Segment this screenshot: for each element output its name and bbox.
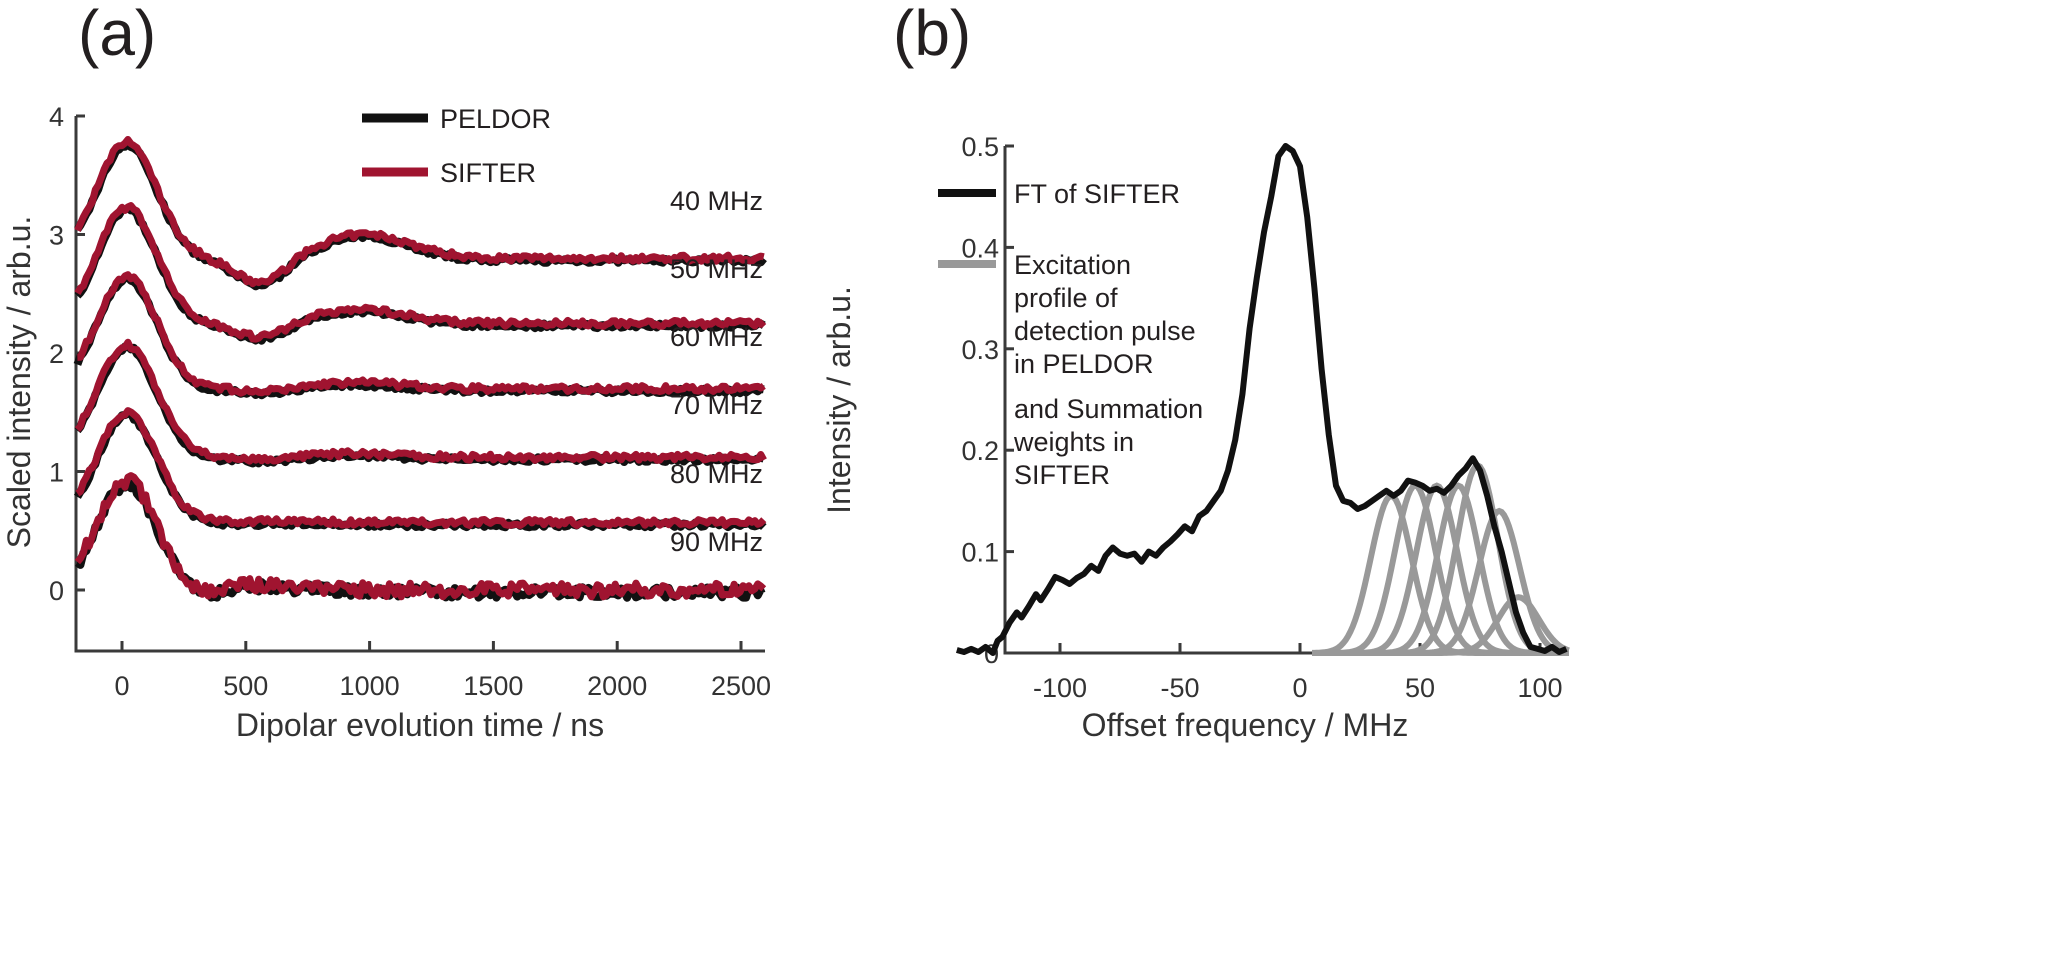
panel-a-xtick-label: 500 (223, 671, 268, 701)
panel-a-ytick-label: 2 (49, 339, 64, 369)
panel-b-xtick-label: 100 (1517, 673, 1562, 703)
trace-label: 50 MHz (670, 254, 763, 284)
legend-excitation-line: profile of (1014, 283, 1118, 313)
peldor-trace (74, 139, 767, 291)
panel-b-xtick-label: 50 (1405, 673, 1435, 703)
sifter-trace (74, 202, 767, 343)
panel-b-ft (955, 143, 1568, 656)
trace-label: 90 MHz (670, 527, 763, 557)
legend-excitation-line: detection pulse (1014, 316, 1196, 346)
trace-label: 60 MHz (670, 322, 763, 352)
sifter-trace (75, 407, 767, 529)
legend-summation-line: and Summation (1014, 394, 1203, 424)
panel-a-xtick-label: 0 (114, 671, 129, 701)
panel-b-ylabel: Intensity / arb.u. (821, 286, 857, 514)
legend-summation-line: SIFTER (1014, 460, 1110, 490)
legend-excitation-line: in PELDOR (1014, 349, 1154, 379)
ft-sifter-line (955, 143, 1568, 656)
panel-b-ytick-label: 0.2 (961, 436, 999, 466)
panel-b-ytick-label: 0.1 (961, 538, 999, 568)
panel-b-xtick-label: 0 (1292, 673, 1307, 703)
trace-label: 70 MHz (670, 390, 763, 420)
panel-a-xtick-label: 1500 (463, 671, 523, 701)
panel-b-ytick-label: 0.5 (961, 132, 999, 162)
panel-a-ytick-label: 4 (49, 102, 64, 132)
legend-summation-text: and Summation weights in SIFTER (1013, 394, 1211, 490)
panel-b-ytick-label: 0.4 (961, 233, 999, 263)
excitation-gaussian (1312, 594, 1570, 656)
panel-b-label: (b) (893, 0, 971, 69)
legend-excitation-text: Excitation profile of detection pulse in… (1014, 250, 1203, 379)
panel-a-label: (a) (78, 0, 156, 69)
panel-a-traces (73, 136, 767, 602)
legend-sifter-label: SIFTER (440, 158, 536, 188)
panel-b-ytick-label: 0.3 (961, 335, 999, 365)
legend-excitation-line: Excitation (1014, 250, 1131, 280)
panel-b-xlabel: Offset frequency / MHz (1082, 707, 1409, 743)
legend-summation-line: weights in (1013, 427, 1134, 457)
legend-ft-label: FT of SIFTER (1014, 179, 1180, 209)
panel-a-ytick-label: 1 (49, 458, 64, 488)
panel-a-xtick-label: 2500 (711, 671, 771, 701)
panel-a-ylabel: Scaled intensity / arb.u. (1, 216, 37, 549)
sifter-trace (76, 271, 766, 397)
panel-a-trace-labels: 40 MHz 50 MHz 60 MHz 70 MHz 80 MHz 90 MHz (670, 186, 763, 557)
panel-a-xtick-label: 1000 (340, 671, 400, 701)
panel-a-axes: 0 1 2 3 4 0 500 1000 1500 2000 2500 (49, 102, 771, 701)
panel-b-xtick-label: -50 (1160, 673, 1199, 703)
sifter-trace (74, 136, 765, 288)
panel-a-xtick-label: 2000 (587, 671, 647, 701)
panel-a-xlabel: Dipolar evolution time / ns (236, 707, 604, 743)
panel-a-ytick-label: 3 (49, 221, 64, 251)
panel-a-legend: PELDOR SIFTER (362, 104, 551, 188)
panel-b: (b) 00.10.20.30.40.5-100 -50 0 50 100 FT of … (821, 0, 1570, 743)
trace-label: 40 MHz (670, 186, 763, 216)
panel-a: (a) 0 1 2 3 4 0 500 1000 1500 2000 2500 PELDOR SIF… (1, 0, 771, 743)
sifter-trace (74, 472, 767, 601)
panel-b-xtick-label: -100 (1033, 673, 1087, 703)
trace-label: 80 MHz (670, 459, 763, 489)
panel-a-ytick-label: 0 (49, 576, 64, 606)
panel-b-legend: FT of SIFTER Excitation profile of detec… (938, 179, 1211, 490)
sifter-trace (74, 338, 767, 465)
legend-peldor-label: PELDOR (440, 104, 551, 134)
